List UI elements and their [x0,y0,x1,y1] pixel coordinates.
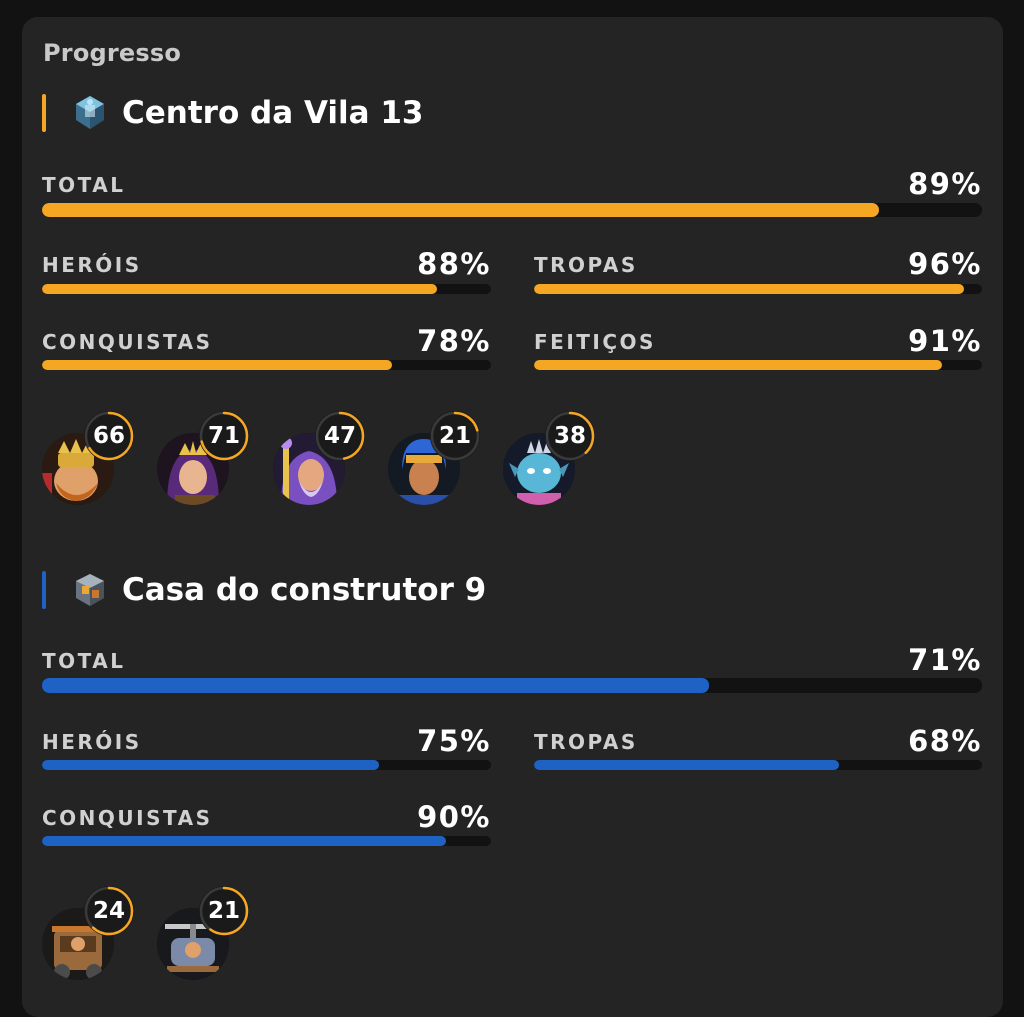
progress-bar-fill [42,360,393,370]
minion-prince-avatar [503,433,575,505]
stat-label: HERÓIS [42,253,142,277]
stat-value: 96% [908,247,982,281]
stat-label: CONQUISTAS [42,330,213,354]
hero-level: 24 [92,898,125,924]
battle-copter-avatar [157,908,229,980]
progress-bar-fill [534,760,839,770]
progress-bar [534,284,982,294]
hero-grand-warden[interactable]: 47 [273,411,385,521]
stat-value: 71% [908,643,982,677]
battle-machine-avatar [42,908,114,980]
stat-label: FEITIÇOS [534,330,656,354]
stat-value: 88% [417,247,491,281]
progress-bar-fill [42,203,879,217]
stat-conquistas: CONQUISTAS 78% [42,324,491,374]
hero-barbarian-king[interactable]: 66 [42,411,154,521]
hero-level-badge: 66 [84,411,134,461]
hero-level-badge: 47 [315,411,365,461]
hero-level: 38 [553,423,586,449]
hero-minion-prince[interactable]: 38 [503,411,615,521]
panel-title: Progresso [43,39,182,67]
hero-level: 47 [323,423,356,449]
progress-bar [42,836,491,846]
progress-bar [42,760,491,770]
stat-conquistas: CONQUISTAS 90% [42,800,491,850]
stat-value: 89% [908,167,982,201]
section-accent-bar [42,94,46,132]
stat-label: CONQUISTAS [42,806,213,830]
stat-label: TROPAS [534,730,638,754]
stat-label: TOTAL [42,649,126,673]
progress-bar-fill [42,836,447,846]
hero-level: 21 [207,898,240,924]
section-title: Centro da Vila 13 [122,95,424,131]
hero-level: 66 [92,423,125,449]
progress-bar [42,203,982,217]
stat-label: HERÓIS [42,730,142,754]
stat-value: 91% [908,324,982,358]
town-hall-icon [70,93,110,133]
royal-champion-avatar [388,433,460,505]
progress-bar [534,760,982,770]
stat-herois: HERÓIS 75% [42,724,491,774]
hero-battle-copter[interactable]: 21 [157,886,269,996]
builder-hall-icon [70,570,110,610]
stat-tropas: TROPAS 96% [534,247,982,297]
progress-bar-fill [42,678,710,693]
hero-level-badge: 21 [199,886,249,936]
progress-card: Progresso Centro da Vila 13 TOTAL 89% HE… [22,17,1003,1017]
hero-battle-machine[interactable]: 24 [42,886,154,996]
section-title: Casa do construtor 9 [122,572,487,608]
hero-level-badge: 71 [199,411,249,461]
progress-bar-fill [42,760,379,770]
stat-value: 78% [417,324,491,358]
stat-total: TOTAL 89% [42,167,982,219]
hero-level: 71 [207,423,240,449]
hero-level-badge: 38 [545,411,595,461]
stat-herois: HERÓIS 88% [42,247,491,297]
progress-bar [42,678,982,693]
hero-archer-queen[interactable]: 71 [157,411,269,521]
progress-bar-fill [534,360,942,370]
progress-bar [42,284,491,294]
barbarian-king-avatar [42,433,114,505]
stat-total: TOTAL 71% [42,643,982,695]
stat-value: 75% [417,724,491,758]
stat-label: TOTAL [42,173,126,197]
hero-list: 24 21 [42,886,342,996]
stat-value: 90% [417,800,491,834]
stat-tropas: TROPAS 68% [534,724,982,774]
hero-royal-champion[interactable]: 21 [388,411,500,521]
hero-level-badge: 21 [430,411,480,461]
hero-list: 66 71 [42,411,642,521]
section-accent-bar [42,571,46,609]
progress-bar [534,360,982,370]
stat-feiticos: FEITIÇOS 91% [534,324,982,374]
hero-level: 21 [438,423,471,449]
stat-value: 68% [908,724,982,758]
stat-label: TROPAS [534,253,638,277]
progress-bar [42,360,491,370]
progress-bar-fill [534,284,965,294]
hero-level-badge: 24 [84,886,134,936]
progress-bar-fill [42,284,438,294]
